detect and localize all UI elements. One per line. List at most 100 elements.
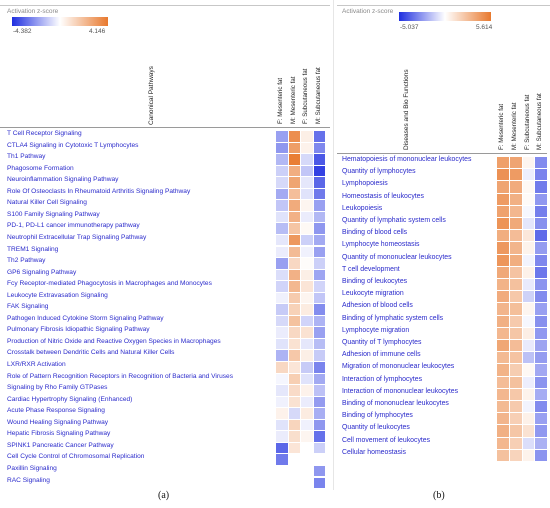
heatmap-cell (522, 205, 535, 217)
heatmap-cell (276, 154, 288, 165)
color-scale-bar (12, 17, 108, 26)
heatmap-cell (301, 431, 313, 442)
heatmap-cell (276, 258, 288, 269)
column-header-label: F: Mesenteric fat (498, 103, 505, 150)
heatmap-cell (313, 315, 325, 327)
heatmap-cell (276, 315, 288, 327)
heatmap-cell (535, 266, 548, 278)
header-rule (0, 127, 330, 128)
heatmap-cell (535, 157, 548, 169)
heatmap-cell (509, 376, 522, 388)
row-label: Quantity of mononuclear leukocytes (342, 253, 452, 261)
heatmap-cell (535, 205, 548, 217)
heatmap-cell (288, 396, 300, 408)
heatmap-cell (535, 437, 548, 449)
column-header-label: M: Subcutaneous fat (536, 93, 544, 150)
heatmap-cell (535, 181, 548, 193)
heatmap-cell (509, 242, 522, 254)
heatmap-cell (301, 315, 313, 327)
row-label: T cell development (342, 265, 400, 273)
heatmap-cell (301, 292, 313, 304)
heatmap-cell (509, 425, 522, 437)
heatmap-cell (288, 292, 300, 304)
heatmap-cell (509, 437, 522, 449)
row-label: Interaction of lymphocytes (342, 375, 423, 383)
heatmap-cell (313, 396, 325, 408)
heatmap-cell (535, 303, 548, 315)
row-label: Pathogen Induced Cytokine Storm Signalin… (7, 314, 164, 322)
heatmap-cell (301, 258, 313, 269)
heatmap-cell (276, 362, 288, 373)
heatmap-cell (509, 413, 522, 425)
heatmap-cell (535, 242, 548, 254)
heatmap-cell (313, 246, 325, 258)
row-label: SPINK1 Pancreatic Cancer Pathway (7, 441, 114, 449)
heatmap-cell (497, 193, 509, 205)
row-label: Th1 Pathway (7, 153, 46, 161)
heatmap-cell (301, 396, 313, 408)
top-rule (337, 5, 550, 6)
heatmap-cell (313, 442, 325, 454)
row-label: Quantity of lymphatic system cells (342, 217, 446, 224)
heatmap-cell (313, 281, 325, 292)
heatmap-cell (301, 188, 313, 200)
panel-a: Activation z-score -4.382 4.146 Canonica… (0, 5, 330, 501)
heatmap-cell (288, 177, 300, 188)
heatmap-cell (497, 376, 509, 388)
heatmap-cell (276, 281, 288, 292)
row-label: Wound Healing Signaling Pathway (7, 418, 109, 426)
heatmap-cell (535, 449, 548, 461)
row-label: Cellular homeostasis (342, 448, 406, 456)
heatmap-cell (509, 327, 522, 339)
row-label: Leukocyte migration (342, 290, 404, 298)
heatmap-cell (313, 131, 325, 142)
row-label: Neutrophil Extracellular Trap Signaling … (7, 233, 147, 241)
heatmap-cell (276, 269, 288, 281)
heatmap-cell (522, 303, 535, 315)
row-label: Role Of Osteoclasts In Rheumatoid Arthri… (7, 187, 191, 195)
heatmap-cell (509, 230, 522, 242)
header-rule (337, 153, 547, 154)
heatmap-cell (522, 425, 535, 437)
row-label: Binding of mononuclear leukocytes (342, 400, 449, 407)
heatmap-cell (288, 315, 300, 327)
column-header-label: F: Subcutaneous fat (302, 68, 309, 124)
heatmap-cell (276, 419, 288, 431)
heatmap-cell (522, 169, 535, 181)
heatmap-cell (509, 388, 522, 400)
heatmap-cell (288, 304, 300, 315)
panel-divider (333, 0, 334, 490)
heatmap-cell (497, 449, 509, 461)
heatmap-cell (288, 223, 300, 234)
row-label: Hematopoiesis of mononuclear leukocytes (342, 156, 472, 163)
heatmap-cell (276, 396, 288, 408)
heatmap-cell (522, 266, 535, 278)
heatmap-cell (276, 165, 288, 177)
color-scale-bar (399, 12, 491, 21)
heatmap-cell (522, 181, 535, 193)
heatmap-cell (522, 157, 535, 169)
heatmap-cell (522, 291, 535, 303)
heatmap-cell (535, 254, 548, 266)
column-header-label: M: Mesenteric fat (510, 102, 518, 150)
heatmap-cell (522, 279, 535, 291)
row-label: Signaling by Rho Family GTPases (7, 384, 108, 392)
heatmap-cell (288, 373, 300, 385)
heatmap-cell (288, 338, 300, 350)
heatmap-cell (276, 327, 288, 338)
heatmap-cell (313, 200, 325, 211)
heatmap-cell (522, 364, 535, 376)
heatmap-cell (535, 279, 548, 291)
heatmap-cell (276, 131, 288, 142)
row-label: Interaction of mononuclear leukocytes (342, 387, 459, 395)
heatmap-cell (509, 291, 522, 303)
heatmap-cell (535, 193, 548, 205)
heatmap-cell (276, 188, 288, 200)
panel-label: (a) (158, 490, 170, 501)
heatmap-cell (288, 442, 300, 454)
column-header-label: M: Subcutaneous fat (314, 67, 322, 124)
heatmap-cell (276, 234, 288, 246)
heatmap-cell (535, 388, 548, 400)
heatmap-cell (301, 385, 313, 396)
row-label: Acute Phase Response Signaling (7, 407, 105, 415)
